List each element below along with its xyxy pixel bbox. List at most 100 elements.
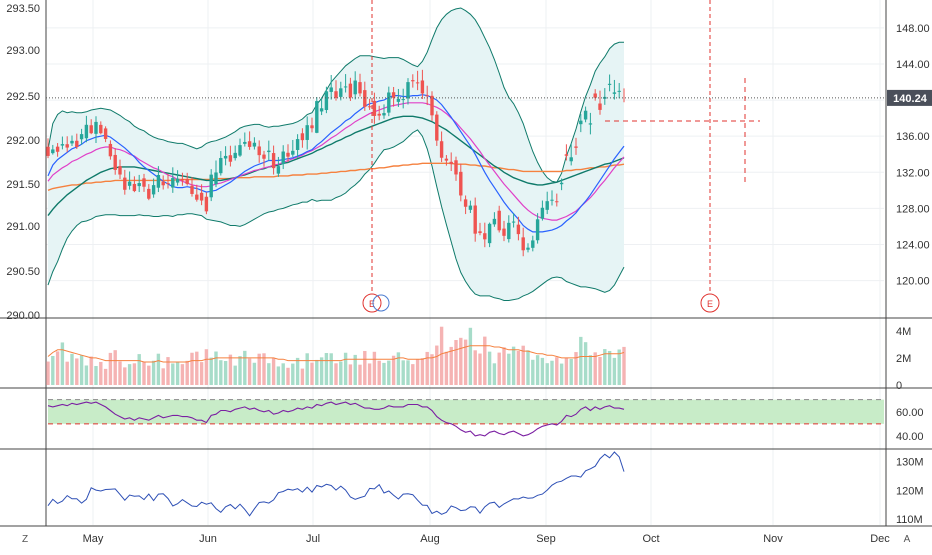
candle-body [113,154,117,170]
candle-body [89,125,93,134]
candle-body [108,143,113,157]
left-axis-tick: 291.50 [6,179,40,191]
candle-body [617,90,621,92]
rsi-axis-tick: 40.00 [896,431,924,443]
candle-body [396,98,401,102]
candle-body [449,161,453,165]
candle-body [487,223,492,244]
volume-bar [411,364,415,385]
volume-bar [459,337,463,385]
volume-bar [123,367,127,385]
candle-body [463,199,468,207]
volume-bar [252,362,257,385]
volume-bar [507,353,511,385]
volume-bar [127,364,132,385]
volume-bar [339,361,343,385]
volume-bar [401,360,405,385]
volume-bar [324,353,329,385]
volume-bar [103,368,108,385]
volume-bar [358,364,362,385]
candle-body [300,133,305,141]
volume-bar [271,357,276,385]
candle-body [353,80,357,95]
volume-bar [55,351,60,385]
volume-bar [454,339,458,385]
candle-body [439,141,444,158]
candle-body [415,82,420,84]
volume-bar [396,352,401,385]
volume-bar [315,359,319,385]
candle-body [84,124,89,139]
volume-bar [353,354,357,385]
candle-body [204,196,209,212]
volume-bar [607,350,612,385]
candle-body [185,179,189,184]
volume-bar [190,352,194,385]
volume-bar [204,349,209,385]
candle-body [228,155,233,162]
candle-body [315,101,319,133]
candle-body [51,149,55,154]
volume-bar [497,352,501,385]
projection-drawing [605,78,760,182]
bollinger-band-fill [48,8,624,301]
zoom-reset-button[interactable]: Z [21,533,29,545]
volume-axis: 4M 2M 0 [896,326,911,392]
candle-body [103,128,108,139]
right-axis-tick: 132.00 [896,167,930,179]
right-axis-tick: 124.00 [896,239,930,251]
candle-body [271,153,276,169]
left-axis-tick: 290.50 [6,266,40,278]
auto-scale-button[interactable]: A [903,533,911,545]
volume-bar [238,356,242,385]
candle-body [65,144,69,148]
left-axis-tick: 291.00 [6,221,40,233]
volume-axis-tick: 0 [896,380,902,392]
right-axis-tick: 136.00 [896,131,930,143]
moving-average-fast-line [47,94,625,233]
candle-body [137,183,141,187]
candle-body [550,199,554,201]
volume-bar [569,358,573,385]
volume-bars [46,326,626,385]
candle-body [324,91,329,110]
candle-body [60,144,65,146]
volume-bar [420,358,425,385]
candle-body [180,179,185,181]
obv-axis-tick: 130M [896,457,924,469]
volume-bar [180,364,185,385]
last-price-label: 140.24 [893,93,928,105]
volume-bar [391,355,396,385]
volume-bar [46,361,50,385]
candle-body [406,82,410,99]
candle-body [147,188,151,199]
volume-bar [468,327,473,385]
candle-body [295,139,300,150]
rsi-panel: 60.00 40.00 [47,399,924,443]
candle-body [363,90,367,107]
bollinger-lower-line [47,129,625,301]
candle-body [199,192,204,201]
candle-body [391,92,396,98]
candle-body [559,182,564,185]
volume-bar [84,365,89,385]
time-axis-label: Jul [306,533,320,545]
candle-body [583,110,588,120]
candle-body [334,91,338,98]
left-axis-tick: 293.50 [6,3,40,15]
candle-body [540,207,545,219]
volume-bar [142,361,146,385]
volume-bar [99,361,103,385]
volume-bar [598,356,602,385]
moving-average-mid-line [47,102,625,221]
candle-body [151,185,156,195]
candle-body [286,152,290,157]
candle-body [545,201,549,210]
volume-bar [583,342,588,385]
candle-body [564,154,569,156]
candle-body [233,152,237,159]
candle-body [555,201,559,203]
volume-bar [492,363,497,385]
